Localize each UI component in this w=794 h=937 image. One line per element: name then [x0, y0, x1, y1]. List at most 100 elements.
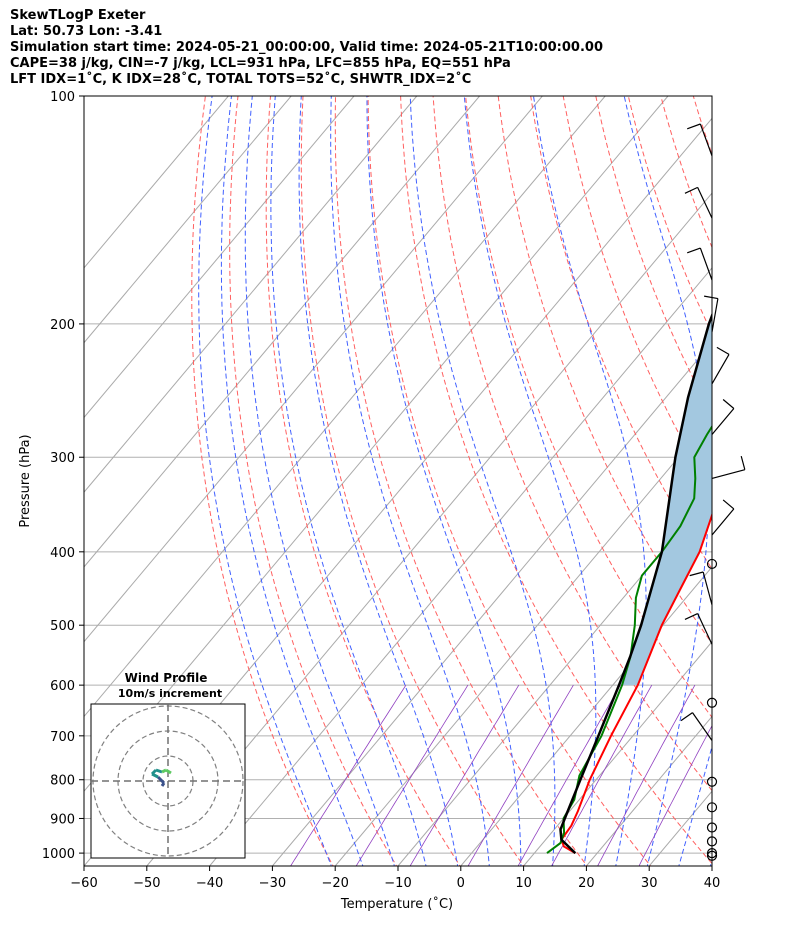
- mixing-ratio-line: [290, 684, 407, 866]
- isotherm-line: [397, 491, 712, 866]
- temperature-profile-line: [560, 512, 712, 854]
- y-tick-label: 300: [50, 451, 75, 466]
- calm-wind-circle: [706, 836, 718, 847]
- wind-barb-staff: [711, 298, 719, 333]
- x-tick-label: −30: [259, 876, 286, 891]
- inset-title: Wind Profile: [125, 671, 208, 685]
- dry-adiabat-line: [367, 96, 652, 866]
- moist-adiabat-line: [244, 96, 395, 866]
- dry-adiabat-line: [191, 96, 334, 866]
- title-line-indices: LFT IDX=1˚C, K IDX=28˚C, TOTAL TOTS=52˚C…: [10, 72, 472, 87]
- cape-fill: [619, 315, 712, 686]
- dry-adiabat-line: [530, 96, 712, 570]
- y-tick-label: 600: [50, 679, 75, 694]
- y-tick-label: 200: [50, 318, 75, 333]
- y-tick-label: 400: [50, 546, 75, 561]
- wind-barb-flag: [716, 346, 730, 355]
- mixing-ratio-line: [355, 684, 469, 866]
- dry-adiabat-line: [334, 96, 588, 866]
- wind-barb-flag: [684, 186, 698, 194]
- parcel-profile-line: [559, 312, 712, 854]
- hodograph-trace: [150, 768, 158, 776]
- dry-adiabat-line: [562, 96, 712, 494]
- title-line-time: Simulation start time: 2024-05-21_00:00:…: [10, 40, 603, 55]
- profile-lines: [546, 312, 712, 854]
- wind-barb-staff: [711, 408, 735, 435]
- dry-adiabat-line: [229, 96, 398, 866]
- wind-barb: [680, 712, 713, 741]
- calm-wind-circle: [706, 822, 718, 833]
- moist-adiabat-line: [220, 96, 364, 866]
- dry-adiabat-line: [785, 79, 794, 869]
- dry-adiabat-line: [300, 96, 525, 866]
- x-axis-label: Temperature (˚C): [340, 896, 453, 912]
- mixing-ratio-line: [597, 684, 696, 866]
- y-axis-label: Pressure (hPa): [18, 434, 33, 527]
- mixing-ratio-line: [638, 724, 712, 866]
- wind-barb: [704, 295, 719, 333]
- cape-area: [619, 315, 712, 686]
- wind-barb: [687, 123, 713, 157]
- title-line-location: Lat: 50.73 Lon: -3.41: [10, 24, 163, 39]
- wind-barb-staff: [702, 571, 713, 606]
- wind-profile-inset: Wind Profile 10m/s increment: [90, 671, 246, 859]
- x-tick-label: 40: [704, 876, 721, 891]
- wind-barb-staff: [711, 469, 745, 480]
- title-line-station: SkewTLogP Exeter: [10, 8, 146, 23]
- moist-adiabat-line: [709, 858, 712, 866]
- moist-adiabat-line: [330, 96, 490, 866]
- hodograph-trace: [160, 782, 166, 787]
- x-tick-label: 20: [578, 876, 595, 891]
- wind-barb-flag: [687, 247, 701, 254]
- calm-wind-circle: [706, 558, 718, 570]
- moist-adiabat-line: [366, 96, 522, 866]
- wind-barb: [684, 186, 713, 219]
- wind-barb: [711, 455, 746, 480]
- isotherm-line: [84, 96, 543, 643]
- isotherm-line: [460, 566, 712, 866]
- y-tick-label: 1000: [42, 847, 75, 862]
- y-tick-label: 500: [50, 619, 75, 634]
- y-tick-label: 100: [50, 90, 75, 105]
- calm-wind-circle: [706, 848, 718, 859]
- hodograph: [91, 704, 245, 858]
- dry-adiabat-line: [265, 96, 461, 866]
- mixing-ratio-line: [409, 684, 520, 866]
- dewpoint-profile-line: [546, 424, 712, 854]
- wind-barb-staff: [699, 123, 713, 157]
- wind-barb-flag: [704, 295, 719, 300]
- isotherm-line: [84, 96, 480, 568]
- y-tick-label: 900: [50, 812, 75, 827]
- isotherm-line: [84, 96, 229, 269]
- wind-barbs: [680, 123, 746, 861]
- isotherm-line: [209, 267, 712, 866]
- x-tick-label: 30: [641, 876, 658, 891]
- dry-adiabat-line: [400, 96, 712, 865]
- isotherm-line: [84, 96, 292, 344]
- isotherm-line: [775, 96, 794, 866]
- wind-barb-flag: [680, 712, 693, 722]
- wind-barb: [711, 499, 735, 536]
- isotherm-line: [146, 192, 712, 866]
- moist-adiabat-line: [533, 96, 647, 866]
- isotherm-line: [586, 715, 712, 866]
- moist-adiabat-line: [270, 96, 427, 866]
- x-tick-label: −40: [196, 876, 223, 891]
- wind-barb: [687, 247, 713, 281]
- isotherm-line: [84, 96, 355, 419]
- hodograph-trace: [156, 775, 166, 785]
- moist-adiabat-line: [409, 96, 556, 866]
- wind-barb-staff: [697, 187, 713, 219]
- inset-subtitle: 10m/s increment: [118, 687, 222, 700]
- wind-barb-staff: [697, 613, 713, 645]
- wind-barb-flag: [722, 499, 735, 510]
- isotherm-line: [523, 640, 712, 866]
- x-tick-label: 10: [515, 876, 532, 891]
- x-tick-label: −50: [133, 876, 160, 891]
- y-tick-label: 700: [50, 730, 75, 745]
- calm-wind-circle: [706, 850, 718, 861]
- wind-barb-flag: [684, 612, 698, 620]
- chart-title-block: SkewTLogP Exeter Lat: 50.73 Lon: -3.41 S…: [10, 8, 603, 88]
- calm-wind-circle: [706, 697, 718, 708]
